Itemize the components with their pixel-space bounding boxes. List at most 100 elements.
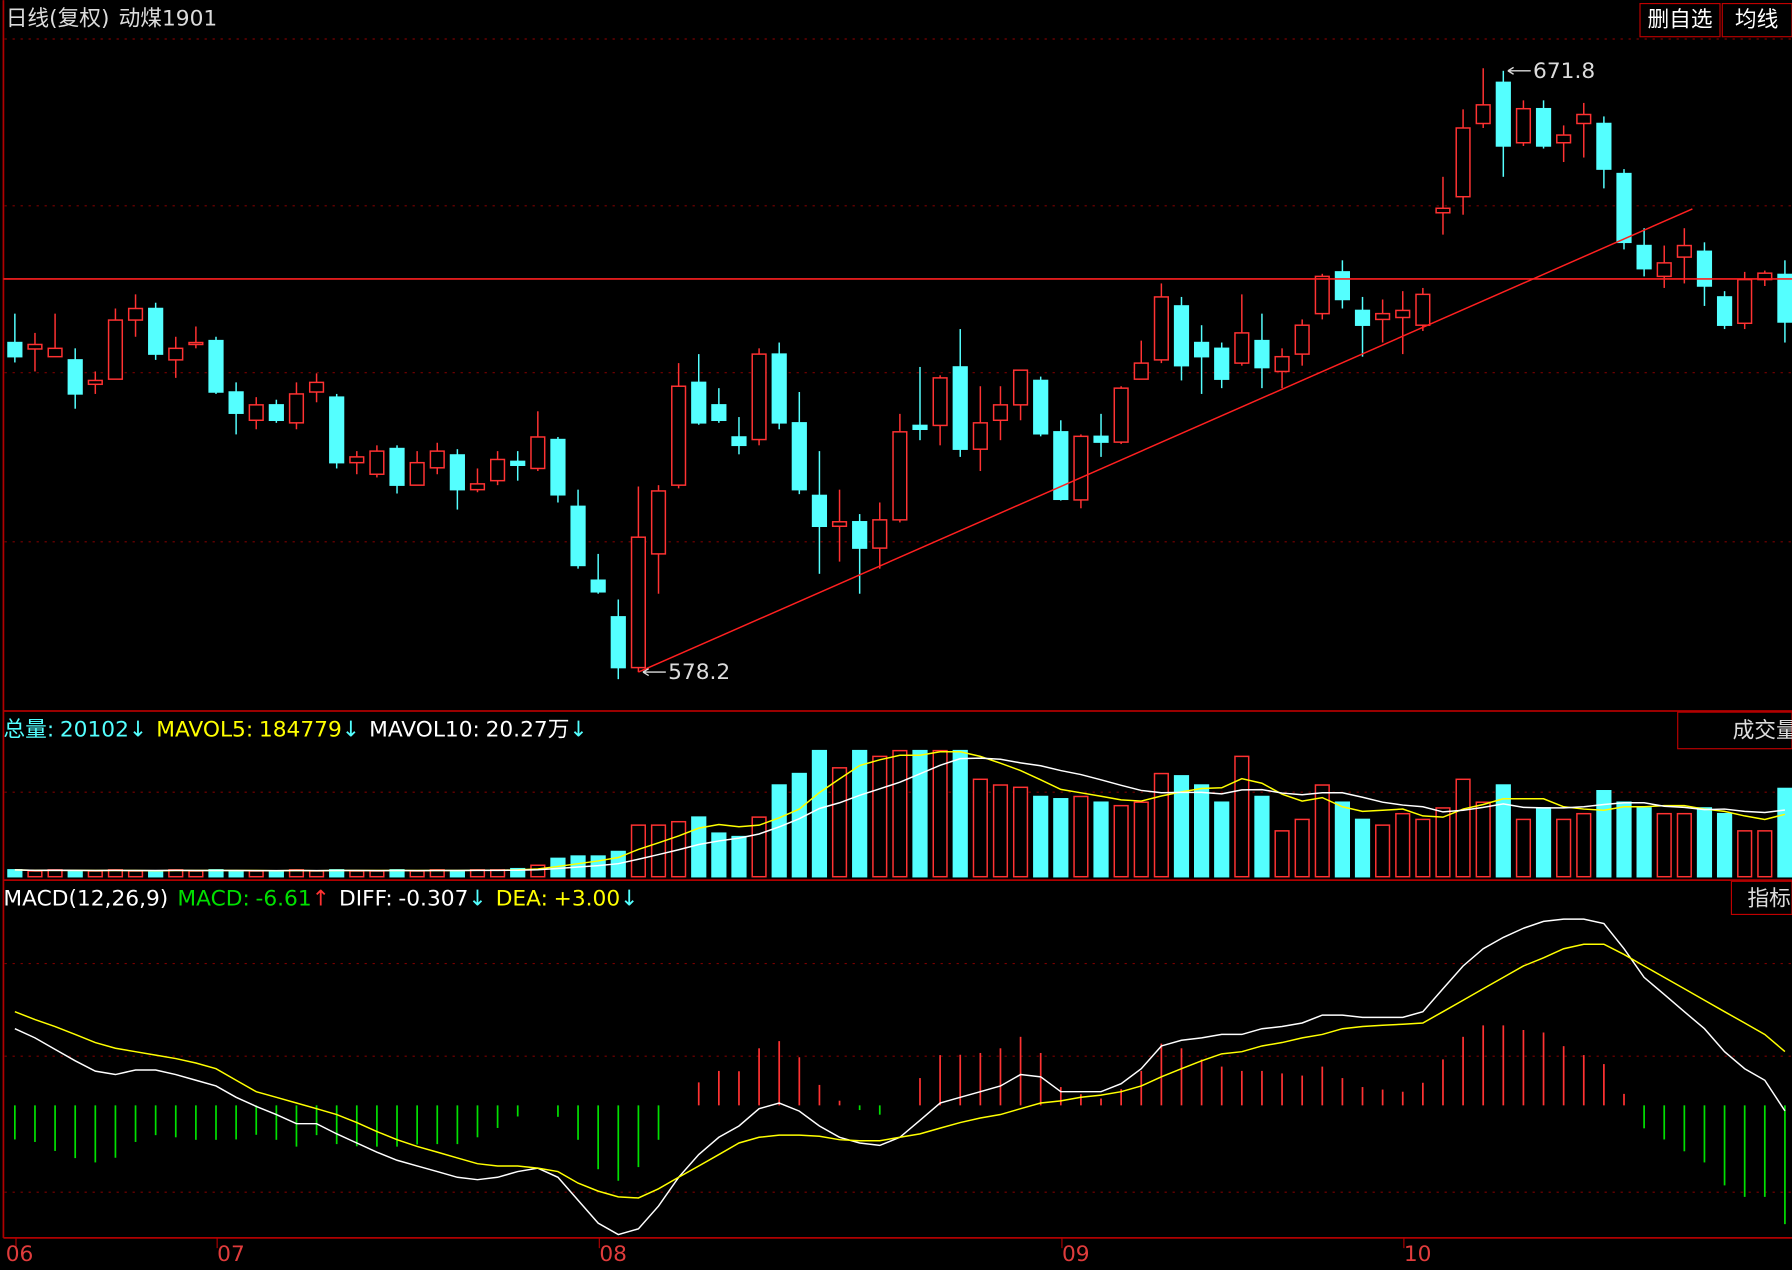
candle-body (1515, 107, 1532, 144)
candle-body (1033, 379, 1049, 435)
candle-body (691, 381, 707, 424)
candle-body (731, 436, 747, 447)
volume-bar (650, 824, 667, 878)
candle-body (1676, 244, 1692, 258)
volume-bar (1395, 812, 1411, 878)
candle-body (1616, 172, 1632, 244)
header-name: MAVOL10: (369, 717, 480, 742)
candle-body (1716, 296, 1733, 326)
volume-bar (228, 870, 244, 878)
chart-title: 日线(复权) 动煤1901 (6, 7, 218, 32)
candle-body (127, 307, 144, 321)
volume-bar (369, 870, 385, 878)
volume-bar (791, 772, 807, 878)
grid (4, 38, 1792, 1193)
volume-bar (630, 824, 646, 878)
candle-body (148, 307, 164, 355)
x-tick-label: 07 (217, 1242, 245, 1267)
x-tick-label: 10 (1404, 1242, 1432, 1267)
button[interactable]: 均线 (1735, 8, 1778, 33)
candle-body (1053, 431, 1069, 501)
volume-bar (87, 870, 103, 878)
panel-label-frame (1677, 711, 1792, 750)
header-name: DIFF: (339, 887, 393, 912)
volume-bar (1596, 790, 1612, 878)
button-frame[interactable] (1639, 3, 1721, 38)
volume-bar (1314, 784, 1330, 878)
panel-label: 成交量 (1733, 719, 1792, 744)
header-arrow: ↓ (468, 887, 486, 912)
volume-bar (1093, 801, 1109, 878)
header-arrow: ↓ (569, 717, 587, 742)
candle-body (349, 456, 365, 464)
volume-bar (449, 870, 465, 878)
volume-bar (691, 816, 707, 878)
candle-body (208, 339, 224, 393)
candle-body (530, 436, 546, 470)
candle-body (952, 366, 968, 450)
candle-body (168, 347, 184, 361)
candle-body (570, 505, 586, 567)
candle-body (1576, 113, 1592, 125)
candle-body (7, 341, 23, 358)
annotation-arrow (1507, 66, 1531, 75)
candle-body (1535, 107, 1552, 147)
candle-body (590, 579, 606, 593)
header-arrow: ↓ (129, 717, 147, 742)
candle-body (228, 391, 244, 414)
candle-body (550, 438, 566, 496)
candle-body (1475, 104, 1491, 125)
volume-bar (731, 835, 747, 878)
panel-label: 指标 (1747, 887, 1790, 912)
volume-bar (1495, 784, 1511, 878)
volume-bar (248, 870, 264, 878)
header-name: MACD(12,26,9) (3, 887, 168, 912)
candle-body (188, 341, 204, 346)
volume-bar (1716, 812, 1733, 878)
button[interactable]: 删自选 (1647, 8, 1712, 33)
candle-body (852, 521, 868, 549)
volume-bar (1375, 824, 1391, 878)
volume-bar (1475, 801, 1491, 878)
candle-body (369, 450, 385, 475)
volume-bar (148, 870, 164, 878)
volume-bar (1012, 786, 1029, 878)
volume-bar (1194, 784, 1210, 878)
candle-body (1314, 275, 1330, 315)
candle-body (671, 385, 687, 486)
volume-bar (1033, 795, 1049, 878)
volume-bar (932, 749, 948, 878)
volume-bar (1153, 772, 1169, 878)
candle-body (1435, 207, 1451, 214)
header-value: +3.00 (554, 887, 621, 912)
header-value: 20.27万 (486, 717, 570, 742)
candle-body (630, 536, 646, 669)
candle-body (1012, 369, 1029, 406)
candle-body (1173, 305, 1190, 367)
volume-bar (1616, 801, 1632, 878)
candle-body (1556, 134, 1572, 144)
volume-bar (1556, 818, 1572, 878)
volume-bar (1294, 818, 1310, 878)
candle-body (409, 461, 425, 486)
volume-bar (831, 767, 848, 878)
header-arrow: ↓ (620, 887, 638, 912)
candle-body (1455, 127, 1471, 198)
candle-body (1415, 293, 1431, 326)
volume-bar (1757, 830, 1773, 878)
volume-bar (308, 870, 325, 878)
button-frame[interactable] (1721, 2, 1792, 38)
candle-body (1294, 324, 1310, 355)
candle-body (27, 343, 43, 350)
annotation-arrow (642, 668, 666, 677)
candle-body (1777, 273, 1792, 323)
candle-body (771, 353, 787, 424)
volume-bar (1053, 798, 1069, 878)
header-name: DEA: (496, 887, 548, 912)
volume-bar (530, 864, 546, 878)
header-value: 20102 (60, 717, 129, 742)
volume-bar (27, 870, 43, 878)
header-name: MAVOL5: (156, 717, 253, 742)
